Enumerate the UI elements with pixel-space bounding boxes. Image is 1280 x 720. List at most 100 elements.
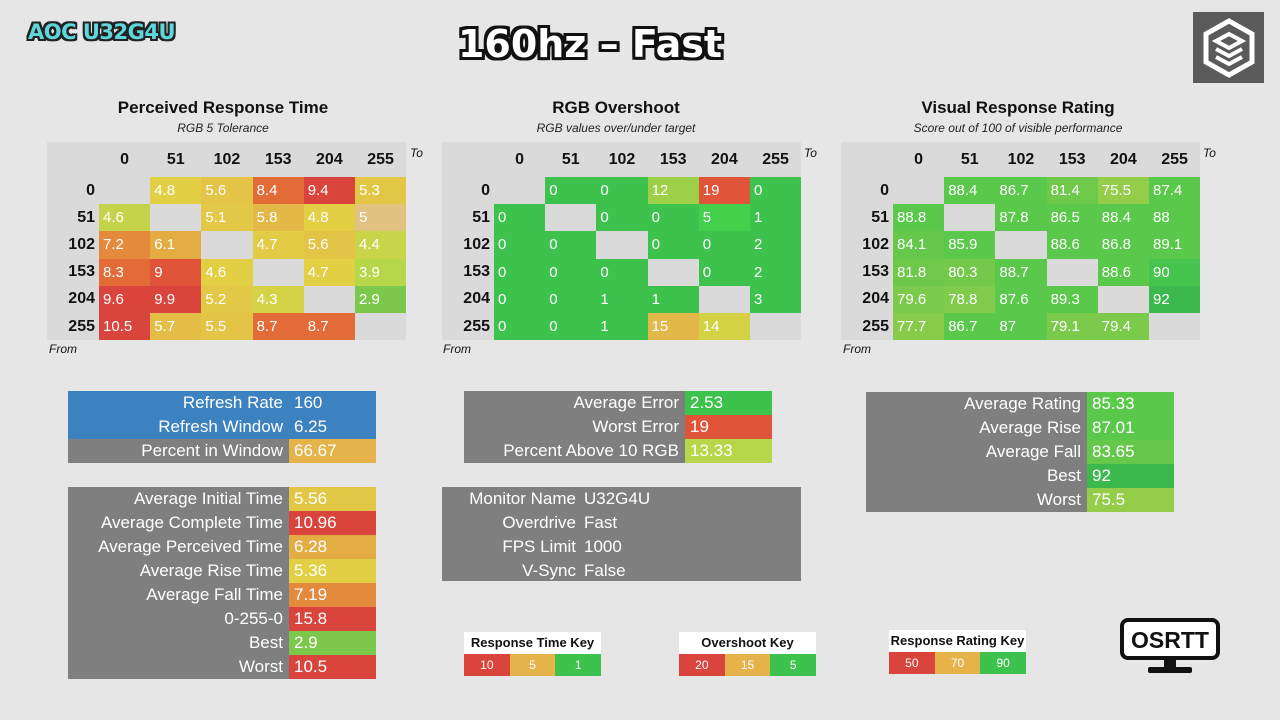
- stat-value: 13.33: [685, 439, 772, 463]
- heatmap-cell: 5.8: [252, 204, 304, 232]
- heatmap-cell: [99, 177, 151, 205]
- stat-value: 6.28: [289, 535, 376, 559]
- column-header: 204: [1097, 142, 1149, 177]
- heatmap-cell: 0: [698, 231, 750, 259]
- column-header: 51: [150, 142, 202, 177]
- heatmap-cell: 80.3: [944, 258, 996, 286]
- heatmap-cell: 88.4: [944, 177, 996, 205]
- heatmap-subtitle-response: RGB 5 Tolerance: [177, 121, 269, 135]
- info-value: U32G4U: [584, 489, 651, 508]
- heatmap-title-overshoot: RGB Overshoot: [552, 98, 680, 117]
- column-header: 255: [1149, 142, 1201, 177]
- heatmap-cell: 1: [750, 204, 802, 232]
- heatmap-cell: 79.1: [1046, 313, 1098, 341]
- stat-label: Refresh Rate: [68, 391, 289, 415]
- heatmap-cell: 79.6: [893, 285, 945, 313]
- heatmap-cell: [1149, 313, 1201, 341]
- heatmap-cell: 0: [647, 231, 699, 259]
- stat-label: Average Rise: [866, 416, 1087, 440]
- heatmap-cell: 9: [150, 258, 202, 286]
- heatmap-cell: 0: [494, 313, 546, 341]
- heatmap-cell: 5.7: [150, 313, 202, 341]
- heatmap-cell: 0: [750, 177, 802, 205]
- key-row: 20 15 5: [679, 654, 817, 676]
- heatmap-cell: 5.6: [201, 177, 253, 205]
- key-title: Overshoot Key: [679, 632, 816, 654]
- row-header: 204: [841, 285, 893, 313]
- info-value: Fast: [584, 513, 618, 532]
- heatmap-title-rating: Visual Response Rating: [921, 98, 1115, 117]
- heatmap-cell: 0: [545, 313, 597, 341]
- heatmap-cell: 5.5: [201, 313, 253, 341]
- heatmap-cell: 88.4: [1097, 204, 1149, 232]
- stat-row: Percent Above 10 RGB 13.33: [464, 439, 772, 463]
- key-title: Response Rating Key: [889, 630, 1026, 652]
- heatmap-cell: 88: [1149, 204, 1201, 232]
- heatmap-cell: 87.6: [995, 285, 1047, 313]
- heatmap-cell: 3.9: [355, 258, 407, 286]
- row-header: 102: [841, 231, 893, 259]
- row-header: 0: [47, 177, 99, 205]
- heatmap-rating: 0 51 102 153 204 255 0 88.4 86.7 81.4 75.5 87.4 51 88…: [841, 142, 1221, 362]
- monitor-tag: AOC U32G4U: [28, 20, 176, 44]
- heatmap-cell: [303, 285, 355, 313]
- heatmap-cell: [944, 204, 996, 232]
- heatmap-cell: 87.8: [995, 204, 1047, 232]
- stat-label: Worst: [866, 488, 1087, 512]
- column-header: 51: [944, 142, 996, 177]
- column-header: 153: [647, 142, 699, 177]
- info-label: Overdrive: [502, 513, 576, 532]
- info-label: FPS Limit: [502, 537, 576, 556]
- stat-value: 2.53: [685, 391, 772, 415]
- heatmap-cell: [545, 204, 597, 232]
- heatmap-cell: [150, 204, 202, 232]
- stat-row: Best 92: [866, 464, 1174, 488]
- heatmap-overshoot: 0 51 102 153 204 255 0 0 0 12 19 0 51 0 0 0 5 1 102 0 0 0 0 2 15…: [442, 142, 822, 362]
- response-stats-panel: Average Initial Time 5.56 Average Complete…: [68, 487, 376, 679]
- heatmap-cell: 8.7: [252, 313, 304, 341]
- heatmap-cell: 88.6: [1046, 231, 1098, 259]
- stat-value: 92: [1087, 464, 1174, 488]
- heatmap-cell: 5.6: [303, 231, 355, 259]
- stat-row: Worst 75.5: [866, 488, 1174, 512]
- heatmap-cell: 9.9: [150, 285, 202, 313]
- stat-value: 5.36: [289, 559, 376, 583]
- stat-value: 7.19: [289, 583, 376, 607]
- info-row: V-Sync False: [442, 559, 801, 583]
- stat-label: Average Rise Time: [68, 559, 289, 583]
- row-header: 204: [47, 285, 99, 313]
- overshoot-key: Overshoot Key 20 15 5: [679, 632, 817, 676]
- response-rating-key: Response Rating Key 50 70 90: [889, 630, 1027, 674]
- key-cell: 90: [980, 652, 1027, 674]
- column-header: 0: [99, 142, 151, 177]
- stat-value: 85.33: [1087, 392, 1174, 416]
- info-row: FPS Limit 1000: [442, 535, 801, 559]
- response-time-key: Response Time Key 10 5 1: [464, 632, 602, 676]
- heatmap-cell: [698, 285, 750, 313]
- heatmap-cell: 90: [1149, 258, 1201, 286]
- heatmap-cell: [596, 231, 648, 259]
- column-header: 51: [545, 142, 597, 177]
- stat-row: Average Fall 83.65: [866, 440, 1174, 464]
- heatmap-cell: [647, 258, 699, 286]
- refresh-panel: Refresh Rate 160 Refresh Window 6.25 Percent…: [68, 391, 376, 463]
- stat-row: Best 2.9: [68, 631, 376, 655]
- heatmap-cell: [1097, 285, 1149, 313]
- heatmap-cell: 7.2: [99, 231, 151, 259]
- row-header: 204: [442, 285, 494, 313]
- stat-value: 87.01: [1087, 416, 1174, 440]
- to-label: To: [1203, 146, 1216, 160]
- heatmap-cell: 1: [596, 285, 648, 313]
- row-header: 153: [47, 258, 99, 286]
- heatmap-cell: 4.8: [303, 204, 355, 232]
- heatmap-cell: 89.1: [1149, 231, 1201, 259]
- row-header: 51: [47, 204, 99, 232]
- key-row: 50 70 90: [889, 652, 1027, 674]
- heatmap-cell: 9.6: [99, 285, 151, 313]
- stat-value: 6.25: [289, 415, 376, 439]
- heatmap-cell: 81.8: [893, 258, 945, 286]
- stat-value: 75.5: [1087, 488, 1174, 512]
- stat-value: 66.67: [289, 439, 376, 463]
- heatmap-cell: 5: [698, 204, 750, 232]
- stat-value: 160: [289, 391, 376, 415]
